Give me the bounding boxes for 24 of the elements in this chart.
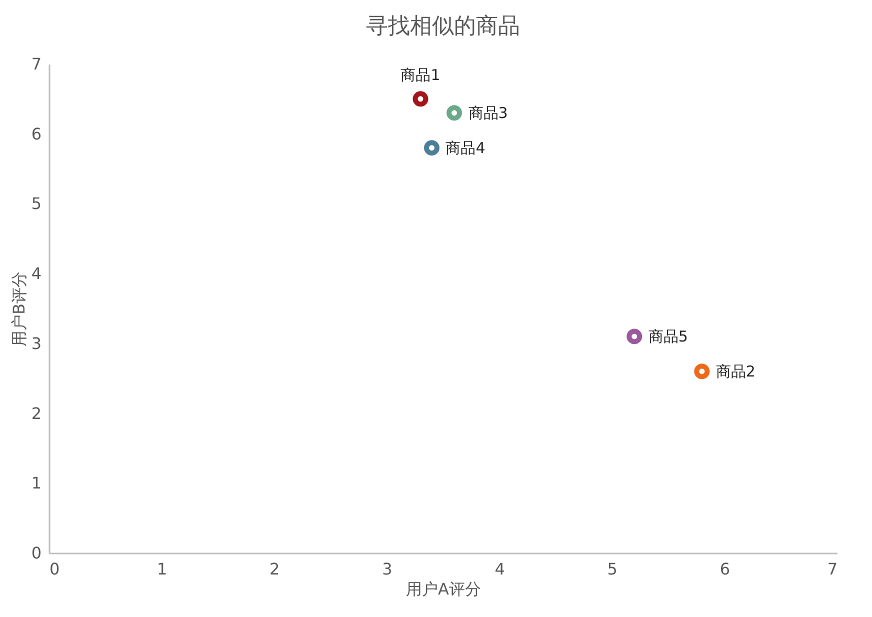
series-label: 商品2 — [716, 362, 756, 380]
series-label: 商品3 — [468, 104, 508, 122]
y-axis-title: 用户B评分 — [9, 272, 28, 346]
x-tick-label: 1 — [156, 560, 168, 578]
y-tick-label: 2 — [31, 404, 42, 423]
y-tick-label: 1 — [31, 474, 42, 493]
y-tick-label: 3 — [31, 334, 42, 353]
x-tick-label: 3 — [382, 560, 392, 578]
x-tick-label: 2 — [270, 560, 280, 578]
chart-title: 寻找相似的商品 — [366, 14, 520, 39]
y-tick-label: 7 — [31, 54, 42, 74]
x-tick-label: 4 — [494, 560, 505, 578]
series-label: 商品4 — [446, 138, 486, 157]
x-tick-label: 7 — [827, 560, 838, 578]
y-tick-label: 4 — [31, 264, 42, 284]
x-tick-label: 5 — [607, 560, 618, 578]
y-tick-label: 5 — [31, 194, 42, 214]
x-tick-label: 6 — [720, 560, 730, 578]
series-label: 商品5 — [648, 327, 688, 346]
series-label: 商品1 — [400, 66, 440, 84]
x-tick-label: 0 — [50, 560, 60, 578]
y-tick-label: 6 — [31, 124, 42, 144]
y-tick-label: 0 — [31, 544, 42, 562]
x-axis-title: 用户A评分 — [406, 580, 481, 598]
